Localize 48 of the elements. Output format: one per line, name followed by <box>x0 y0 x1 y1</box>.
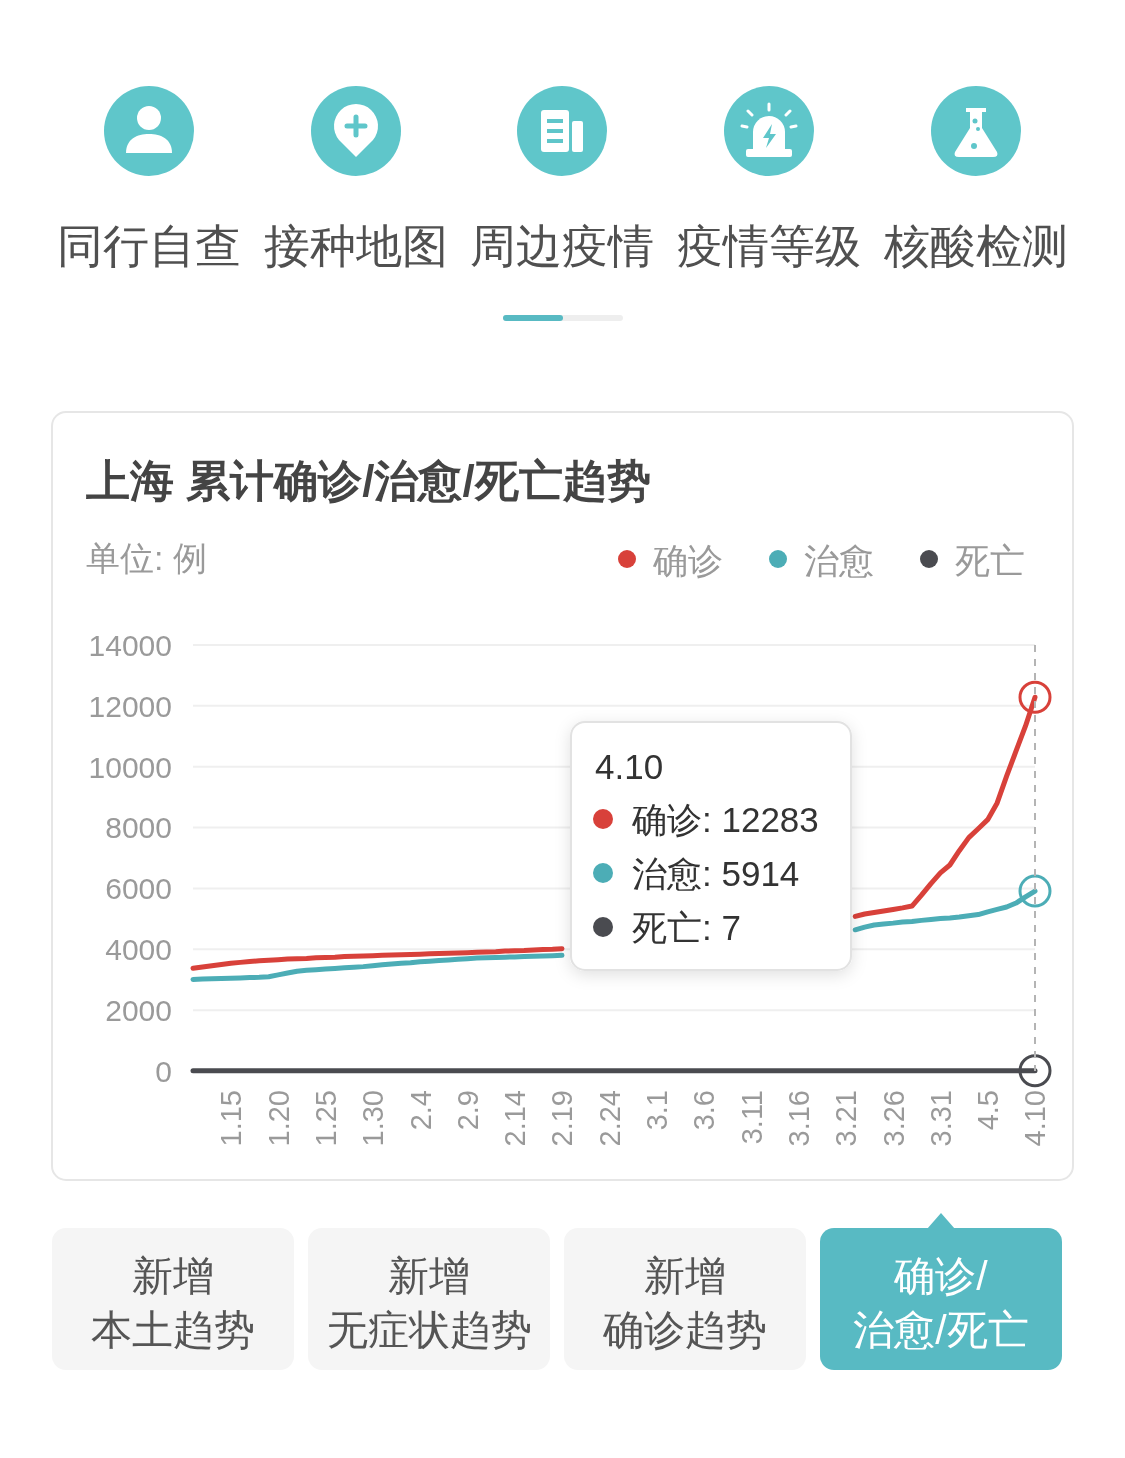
x-tick-label: 2.24 <box>593 1090 626 1147</box>
text: 治愈/死亡 <box>853 1307 1029 1353</box>
legend-label: 治愈 <box>804 541 874 580</box>
x-tick-label: 1.25 <box>309 1090 342 1147</box>
x-tick-label: 3.21 <box>830 1090 863 1147</box>
text: 无症状趋势 <box>326 1307 532 1353</box>
x-tick-label: 3.11 <box>735 1090 768 1145</box>
x-tick-label: 2.19 <box>546 1090 579 1147</box>
text: 本土趋势 <box>91 1307 255 1353</box>
y-tick-label: 2000 <box>105 993 172 1027</box>
y-tick-label: 10000 <box>88 750 172 784</box>
x-tick-label: 4.10 <box>1019 1090 1052 1147</box>
legend-label: 确诊 <box>652 541 723 580</box>
y-axis-title: 单位: 例 <box>86 539 207 577</box>
x-tick-label: 2.4 <box>404 1090 437 1131</box>
x-tick-label: 1.15 <box>215 1090 248 1147</box>
text: 确诊趋势 <box>602 1307 767 1353</box>
text: 新增 <box>644 1253 726 1299</box>
text: 新增 <box>388 1253 470 1299</box>
text: 接种地图 <box>264 220 448 272</box>
y-tick-label: 14000 <box>88 628 172 662</box>
y-tick-label: 4000 <box>105 933 172 967</box>
text: 确诊/ <box>893 1253 989 1299</box>
text: 周边疫情 <box>470 220 654 272</box>
annotation: 死亡: 7 <box>632 908 741 947</box>
y-tick-label: 6000 <box>105 872 172 906</box>
x-tick-label: 2.14 <box>499 1090 532 1147</box>
x-tick-label: 3.31 <box>924 1090 957 1147</box>
x-tick-label: 3.26 <box>877 1090 910 1147</box>
x-tick-label: 3.1 <box>641 1090 674 1131</box>
chart-title: 上海 累计确诊/治愈/死亡趋势 <box>86 456 651 505</box>
x-tick-label: 2.9 <box>451 1090 484 1131</box>
y-tick-label: 12000 <box>88 689 172 723</box>
text: 新增 <box>132 1253 214 1299</box>
x-tick-label: 4.5 <box>972 1090 1005 1131</box>
text: 同行自查 <box>57 220 241 272</box>
x-tick-label: 1.20 <box>262 1090 295 1147</box>
text: 疫情等级 <box>677 220 861 272</box>
annotation: 确诊: 12283 <box>631 800 819 839</box>
text: 核酸检测 <box>883 220 1068 272</box>
legend-label: 死亡 <box>955 541 1025 580</box>
x-tick-label: 3.6 <box>688 1090 721 1131</box>
annotation: 治愈: 5914 <box>632 854 800 893</box>
x-tick-label: 3.16 <box>782 1090 815 1147</box>
y-tick-label: 8000 <box>105 811 172 845</box>
annotation: 4.10 <box>595 747 664 786</box>
y-tick-label: 0 <box>155 1054 172 1088</box>
x-tick-label: 1.30 <box>357 1090 390 1147</box>
